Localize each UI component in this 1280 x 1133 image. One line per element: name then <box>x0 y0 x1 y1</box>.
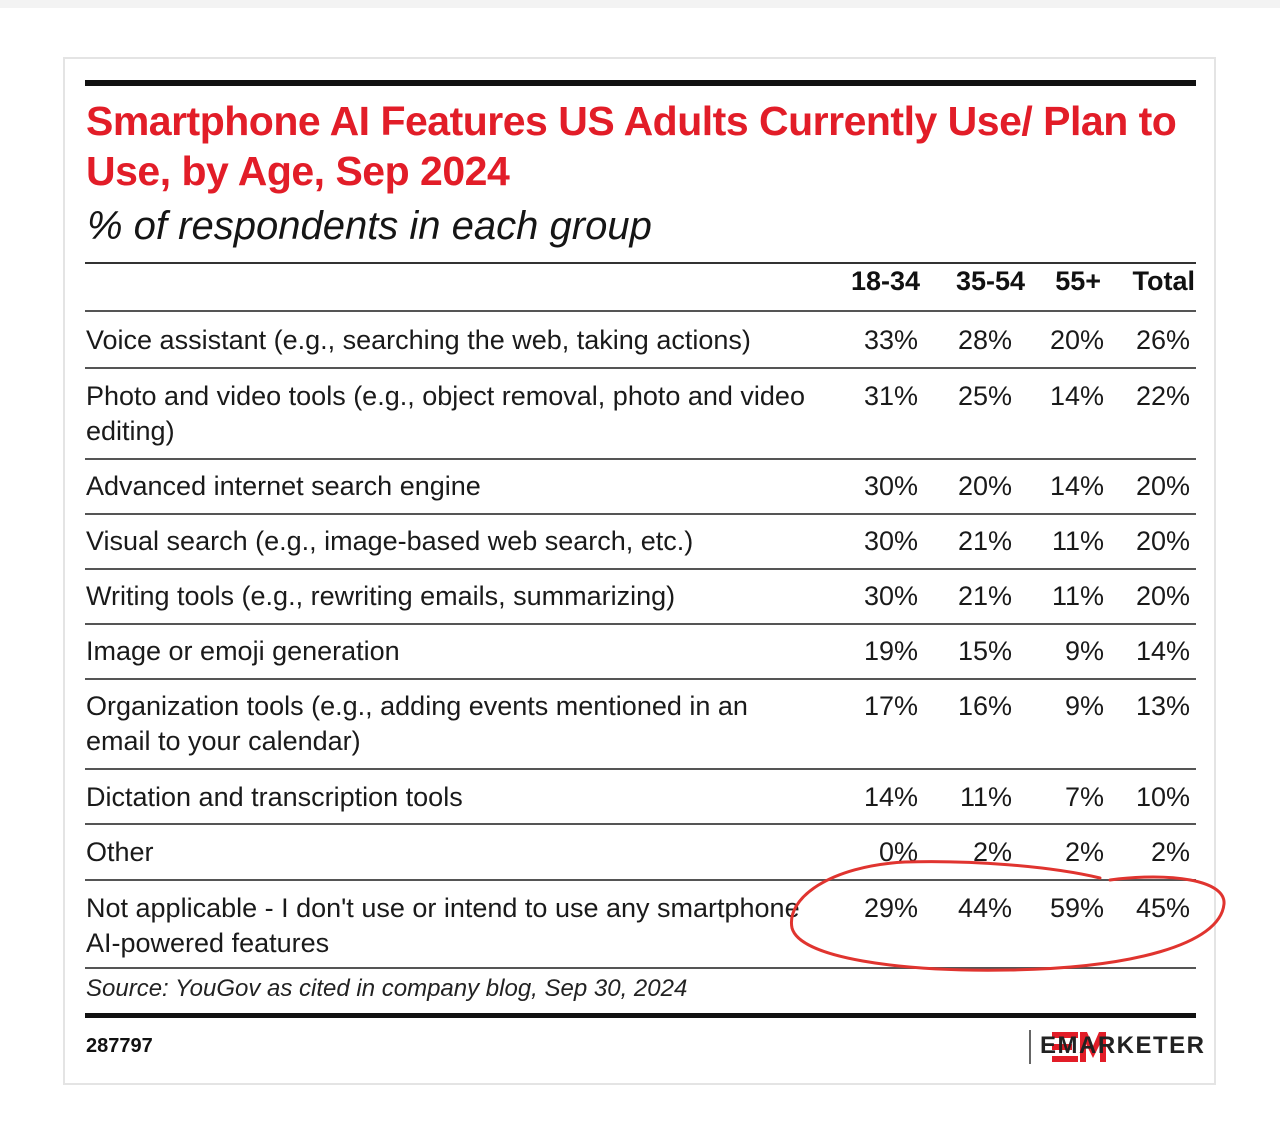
table-cell: 14% <box>1135 636 1190 666</box>
row-label: Photo and video tools (e.g., object remo… <box>86 381 805 446</box>
table-rule <box>85 513 1196 515</box>
table-cell: 22% <box>1135 381 1190 411</box>
logo-separator <box>1029 1030 1031 1064</box>
row-label: Writing tools (e.g., rewriting emails, s… <box>86 581 676 611</box>
bottom-rule <box>85 1013 1196 1018</box>
table-cell: 13% <box>1135 691 1190 721</box>
table-rule <box>85 568 1196 570</box>
table-cell: 30% <box>863 471 918 501</box>
table-cell: 21% <box>957 581 1012 611</box>
row-label: Other <box>86 837 154 867</box>
row-label: Not applicable - I don't use or intend t… <box>86 893 800 958</box>
row-label: Advanced internet search engine <box>86 471 481 501</box>
row-label: Image or emoji generation <box>86 636 400 666</box>
table-cell: 11% <box>1051 526 1104 556</box>
table-rule <box>85 967 1196 969</box>
table-cell: 20% <box>1135 581 1190 611</box>
column-header: 55+ <box>1055 266 1101 296</box>
row-label: Organization tools (e.g., adding events … <box>86 691 748 756</box>
table-cell: 9% <box>1064 691 1104 721</box>
table-cell: 30% <box>863 581 918 611</box>
table-cell: 14% <box>1049 381 1104 411</box>
em-logo-icon <box>1052 1032 1106 1062</box>
table-rule <box>85 678 1196 680</box>
top-rule <box>85 80 1196 86</box>
table-cell: 45% <box>1135 893 1190 923</box>
table-cell: 2% <box>972 837 1012 867</box>
table-cell: 21% <box>957 526 1012 556</box>
row-label: Visual search (e.g., image-based web sea… <box>86 526 694 556</box>
table-cell: 28% <box>957 325 1012 355</box>
table-cell: 20% <box>957 471 1012 501</box>
row-label: Voice assistant (e.g., searching the web… <box>86 325 751 355</box>
table-cell: 11% <box>1051 581 1104 611</box>
table-cell: 19% <box>863 636 918 666</box>
column-header: 35-54 <box>955 266 1025 296</box>
table-cell: 30% <box>863 526 918 556</box>
table-cell: 20% <box>1135 471 1190 501</box>
table-cell: 25% <box>957 381 1012 411</box>
source-note: Source: YouGov as cited in company blog,… <box>86 975 688 1002</box>
table-cell: 9% <box>1064 636 1104 666</box>
chart-subtitle: % of respondents in each group <box>87 204 652 248</box>
table-cell: 14% <box>863 782 918 812</box>
table-rule <box>85 458 1196 460</box>
table-cell: 20% <box>1135 526 1190 556</box>
table-rule <box>85 262 1196 264</box>
row-label: Dictation and transcription tools <box>86 782 463 812</box>
table-cell: 33% <box>863 325 918 355</box>
table-cell: 2% <box>1150 837 1190 867</box>
table-rule <box>85 823 1196 825</box>
table-rule <box>85 768 1196 770</box>
table-cell: 11% <box>959 782 1012 812</box>
table-cell: 15% <box>957 636 1012 666</box>
table-cell: 10% <box>1135 782 1190 812</box>
table-cell: 26% <box>1135 325 1190 355</box>
table-cell: 16% <box>957 691 1012 721</box>
table-rule <box>85 623 1196 625</box>
table-cell: 7% <box>1064 782 1104 812</box>
chart-id: 287797 <box>86 1035 153 1057</box>
column-header: 18-34 <box>850 266 920 296</box>
table-cell: 44% <box>957 893 1012 923</box>
table-cell: 14% <box>1049 471 1104 501</box>
table-rule <box>85 879 1196 881</box>
table-rule <box>85 310 1196 312</box>
table-cell: 59% <box>1049 893 1104 923</box>
table-cell: 31% <box>863 381 918 411</box>
table-cell: 2% <box>1064 837 1104 867</box>
brand-name: EMARKETER <box>1040 1032 1206 1059</box>
table-rule <box>85 367 1196 369</box>
table-cell: 20% <box>1049 325 1104 355</box>
table-cell: 0% <box>878 837 918 867</box>
column-header: Total <box>1132 266 1196 296</box>
table-cell: 17% <box>863 691 918 721</box>
chart-title: Smartphone AI Features US Adults Current… <box>86 98 1177 194</box>
table-cell: 29% <box>863 893 918 923</box>
